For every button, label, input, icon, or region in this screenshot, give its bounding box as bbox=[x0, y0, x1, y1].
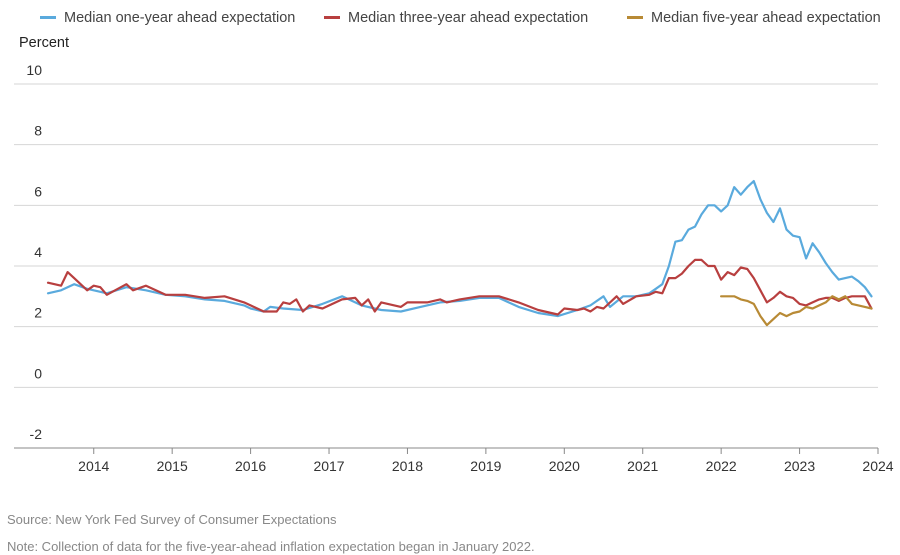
legend-label-five-year: Median five-year ahead expectation bbox=[651, 10, 881, 26]
x-tick-label-2018: 2018 bbox=[392, 458, 423, 474]
y-tick-label-8: 8 bbox=[34, 123, 42, 139]
legend-label-one-year: Median one-year ahead expectation bbox=[64, 10, 296, 26]
y-tick-label-10: 10 bbox=[26, 62, 42, 78]
legend: Median one-year ahead expectation Median… bbox=[40, 4, 900, 30]
x-tick-label-2020: 2020 bbox=[549, 458, 580, 474]
y-tick-label--2: -2 bbox=[30, 426, 43, 442]
legend-swatch-three-year bbox=[324, 15, 340, 19]
x-tick-label-2022: 2022 bbox=[706, 458, 737, 474]
y-tick-label-2: 2 bbox=[34, 305, 42, 321]
x-tick-label-2021: 2021 bbox=[627, 458, 658, 474]
series-lines bbox=[46, 180, 873, 327]
y-axis-label: Percent bbox=[19, 35, 69, 51]
x-tick-label-2024: 2024 bbox=[862, 458, 893, 474]
source-note: Source: New York Fed Survey of Consumer … bbox=[7, 512, 337, 527]
y-tick-labels: -2 0 2 4 6 8 10 bbox=[26, 62, 42, 442]
x-tick-label-2014: 2014 bbox=[78, 458, 109, 474]
y-tick-label-6: 6 bbox=[34, 183, 42, 199]
series-line-five-year bbox=[720, 295, 873, 327]
x-tick-label-2016: 2016 bbox=[235, 458, 266, 474]
gridlines bbox=[14, 83, 878, 449]
x-tick-label-2017: 2017 bbox=[313, 458, 344, 474]
y-tick-label-4: 4 bbox=[34, 244, 42, 260]
x-tick-label-2015: 2015 bbox=[157, 458, 188, 474]
legend-item-three-year[interactable]: Median three-year ahead expectation bbox=[324, 10, 588, 26]
legend-label-three-year: Median three-year ahead expectation bbox=[348, 10, 589, 26]
x-tick-label-2023: 2023 bbox=[784, 458, 815, 474]
legend-swatch-five-year bbox=[627, 15, 643, 19]
y-tick-label-0: 0 bbox=[34, 365, 42, 381]
x-axis: 2014 2015 2016 2017 2018 2019 2020 2021 2022 2023… bbox=[14, 447, 894, 474]
series-line-three-year bbox=[46, 258, 873, 316]
legend-item-five-year[interactable]: Median five-year ahead expectation bbox=[627, 10, 881, 26]
legend-item-one-year[interactable]: Median one-year ahead expectation bbox=[40, 10, 295, 26]
footnote: Note: Collection of data for the five-ye… bbox=[7, 539, 535, 554]
x-tick-label-2019: 2019 bbox=[470, 458, 501, 474]
legend-swatch-one-year bbox=[40, 15, 56, 19]
